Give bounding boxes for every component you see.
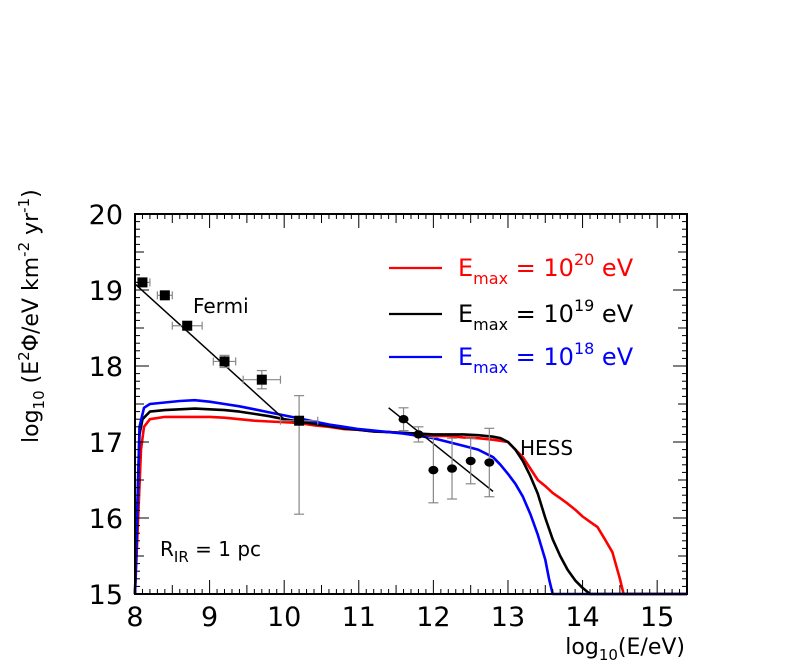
x-tick-label: 9 [201, 602, 218, 633]
hess-point-0 [398, 415, 409, 424]
x-tick-label: 13 [491, 602, 525, 633]
legend-unit-1: eV [594, 300, 633, 328]
radius-annotation: RIR = 1 pc [160, 537, 261, 566]
legend-sup-2: 18 [574, 339, 594, 358]
y-axis-sup1: 2 [15, 351, 33, 361]
y-axis-sub: 10 [30, 390, 48, 409]
y-tick-label: 20 [89, 200, 123, 231]
y-tick-label: 17 [89, 428, 123, 459]
fermi-point-3 [219, 356, 230, 367]
series-line-0 [133, 415, 687, 596]
y-tick-label: 15 [89, 580, 123, 611]
fermi-point-1 [159, 290, 170, 301]
fermi-data [134, 277, 319, 515]
x-axis-label: log10(E/eV) [565, 635, 685, 664]
hess-point-2 [428, 465, 439, 475]
radius-sub: IR [174, 548, 189, 566]
legend-sub-1: max [473, 315, 508, 334]
fermi-point-5 [294, 415, 305, 426]
hess-point-1 [413, 430, 424, 439]
y-axis-sup2: -2 [15, 242, 33, 257]
tick-labels: 8 9 10 11 12 13 14 15 15 16 17 18 19 20 [89, 200, 675, 633]
fermi-point-0 [137, 277, 148, 288]
y-axis-mid2: yr [19, 212, 44, 242]
legend-eq-2: = 10 [508, 343, 574, 371]
x-axis-sub: 10 [599, 646, 618, 664]
y-axis-sup3: -1 [15, 198, 33, 213]
y-tick-label: 19 [89, 276, 123, 307]
legend-eq-0: = 10 [508, 254, 574, 282]
hess-point-3 [447, 464, 458, 473]
x-tick-label: 10 [267, 602, 301, 633]
y-tick-label: 16 [89, 504, 123, 535]
fermi-point-2 [182, 320, 193, 331]
x-axis-rest: (E/eV) [618, 635, 685, 660]
hess-point-4 [465, 456, 476, 466]
legend-eq-1: = 10 [508, 300, 574, 328]
y-tick-label: 18 [89, 352, 123, 383]
fermi-point-4 [256, 374, 267, 385]
legend-unit-2: eV [594, 343, 633, 371]
y-axis-label: log10 (E2Φ/eV km-2 yr-1) [15, 189, 48, 443]
legend-label-2: Emax = 1018 eV [458, 339, 634, 377]
legend-base-2: E [458, 343, 473, 371]
legend-base-1: E [458, 300, 473, 328]
fermi-fit-line [134, 283, 285, 420]
y-axis-open: (E [19, 361, 44, 390]
model-curves [133, 398, 687, 596]
y-axis-mid: Φ/eV km [19, 257, 44, 351]
axis-ticks [134, 213, 688, 595]
legend-label-0: Emax = 1020 eV [458, 250, 634, 288]
legend-sub-0: max [473, 269, 508, 288]
radius-base: R [160, 537, 174, 561]
x-tick-label: 14 [565, 602, 599, 633]
hess-point-5 [484, 458, 495, 467]
x-axis-prefix: log [565, 635, 599, 660]
x-tick-label: 8 [126, 602, 143, 633]
legend-sup-0: 20 [574, 250, 594, 269]
hess-label: HESS [520, 436, 573, 460]
legend-sup-1: 19 [574, 296, 594, 315]
legend-sub-2: max [473, 358, 508, 377]
x-tick-label: 11 [342, 602, 376, 633]
y-axis-prefix: log [19, 409, 44, 443]
radius-rest: = 1 pc [189, 537, 261, 561]
hess-data [388, 407, 495, 504]
series-line-1 [133, 407, 687, 596]
series-line-2 [133, 398, 687, 596]
x-tick-label: 12 [416, 602, 450, 633]
fermi-label: Fermi [193, 294, 249, 318]
legend-unit-0: eV [594, 254, 633, 282]
x-tick-label: 15 [640, 602, 674, 633]
legend-base-0: E [458, 254, 473, 282]
y-axis-close: ) [19, 189, 44, 198]
legend-label-1: Emax = 1019 eV [458, 296, 634, 334]
